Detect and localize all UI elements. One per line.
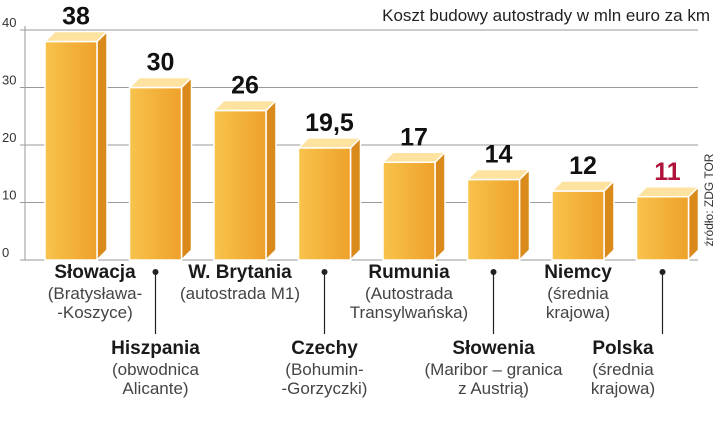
y-tick-label: 10 [2, 188, 16, 203]
bar-top [635, 186, 700, 198]
bar-side [687, 186, 700, 261]
value-label: 12 [569, 152, 597, 180]
y-tick-label: 30 [2, 73, 16, 88]
category-detail: (Bohumin- -Gorzyczki) [281, 359, 368, 399]
label-stem-dot [490, 269, 497, 275]
bar-front [44, 40, 98, 261]
bar-side [349, 137, 362, 261]
y-tick-label: 40 [2, 15, 16, 30]
bar [551, 180, 615, 261]
category-detail: (Autostrada Transylwańska) [349, 283, 469, 323]
value-label: 26 [231, 72, 259, 100]
bar-side [96, 30, 108, 261]
y-tick-label: 0 [2, 245, 9, 260]
bar-front [128, 86, 183, 261]
bars [44, 30, 700, 261]
value-label: 14 [485, 141, 513, 169]
bar-front [635, 196, 690, 261]
bar-top [466, 168, 531, 181]
bar [382, 151, 446, 261]
category-name: Czechy [291, 338, 358, 359]
category-detail: (średnia krajowa) [590, 359, 656, 399]
source-note: źródło: ZDG TOR [702, 153, 716, 246]
value-label: 38 [62, 3, 90, 31]
bar [213, 99, 277, 261]
bar-side [265, 99, 277, 261]
bar-front [213, 109, 267, 261]
bar [297, 137, 362, 261]
value-label: 17 [400, 123, 428, 151]
value-label: 19,5 [305, 109, 354, 137]
category-label: Słowacja (Bratysława- -Koszyce) [0, 262, 190, 323]
category-label: Polska (średnia krajowa) [528, 338, 718, 399]
category-label: Czechy (Bohumin- -Gorzyczki) [230, 338, 420, 399]
category-name: W. Brytania [188, 262, 292, 283]
value-labels: 38 30 26 19,5 17 14 12 11 [62, 3, 681, 186]
bar-front [466, 178, 521, 261]
label-stem-dot [152, 269, 159, 275]
bar [466, 168, 531, 261]
bar [635, 186, 700, 261]
label-stem-dot [659, 269, 666, 275]
bar [128, 76, 193, 261]
category-name: Niemcy [544, 262, 612, 283]
y-tick-label: 20 [2, 130, 16, 145]
bar-side [518, 168, 531, 261]
bar-top [213, 99, 277, 112]
category-label: Rumunia (Autostrada Transylwańska) [314, 262, 504, 323]
category-detail: (autostrada M1) [180, 283, 300, 303]
bar-top [128, 76, 193, 89]
bar-front [382, 161, 436, 261]
category-name: Słowenia [452, 338, 535, 359]
value-label: 11 [654, 158, 681, 186]
bar-side [603, 180, 615, 261]
y-tick-labels: 0 10 20 30 40 [2, 15, 16, 260]
bar-top [382, 151, 446, 163]
category-label: Hiszpania (obwodnica Alicante) [61, 338, 251, 399]
bar-front [551, 190, 605, 261]
category-label: Słowenia (Maribor – granica z Austrią) [399, 338, 589, 399]
value-label: 30 [147, 49, 175, 77]
bar-top [551, 180, 615, 192]
bar-side [434, 151, 446, 261]
label-stems [152, 269, 666, 334]
bar-front [297, 147, 352, 261]
category-name: Hiszpania [111, 338, 200, 359]
category-detail: (średnia krajowa) [545, 283, 611, 323]
category-detail: (Maribor – granica z Austrią) [424, 359, 563, 399]
category-name: Rumunia [368, 262, 450, 283]
label-stem-dot [321, 269, 328, 275]
category-label: W. Brytania (autostrada M1) [145, 262, 335, 303]
bar-top [44, 30, 108, 43]
category-name: Polska [592, 338, 654, 359]
chart-title: Koszt budowy autostrady w mln euro za km [382, 6, 710, 25]
category-name: Słowacja [54, 262, 136, 283]
category-detail: (obwodnica Alicante) [112, 359, 199, 399]
category-label: Niemcy (średnia krajowa) [483, 262, 673, 323]
bar-top [297, 137, 362, 149]
category-detail: (Bratysława- -Koszyce) [47, 283, 143, 323]
bar-side [180, 76, 193, 261]
bar [44, 30, 108, 261]
